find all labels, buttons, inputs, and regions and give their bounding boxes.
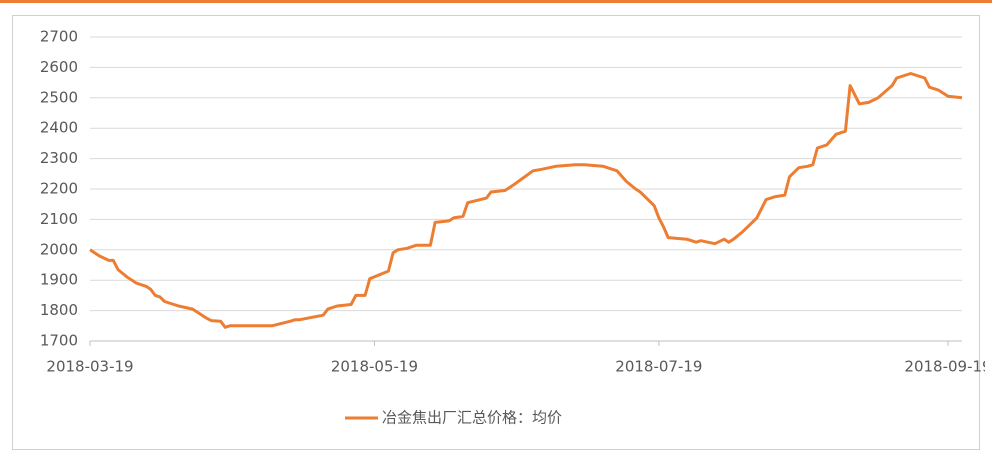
y-tick-label: 2400 bbox=[40, 119, 78, 137]
y-tick-label: 2100 bbox=[40, 210, 78, 228]
y-tick-label: 1700 bbox=[40, 332, 78, 350]
frame bbox=[12, 15, 980, 450]
legend-label: 冶金焦出厂汇总价格：均价 bbox=[382, 409, 562, 427]
y-tick-label: 1800 bbox=[40, 301, 78, 319]
y-tick-label: 2200 bbox=[40, 180, 78, 198]
y-tick-label: 2500 bbox=[40, 88, 78, 106]
y-tick-label: 2000 bbox=[40, 240, 78, 258]
top-bar bbox=[0, 0, 992, 3]
y-tick-label: 2700 bbox=[40, 28, 78, 46]
x-tick-label: 2018-07-19 bbox=[615, 358, 702, 376]
y-tick-label: 2300 bbox=[40, 149, 78, 167]
x-tick-label: 2018-03-19 bbox=[46, 358, 133, 376]
y-tick-label: 1900 bbox=[40, 271, 78, 289]
y-tick-label: 2600 bbox=[40, 58, 78, 76]
series-line bbox=[89, 72, 963, 329]
x-tick-label: 2018-09-19 bbox=[904, 358, 991, 376]
x-tick-label: 2018-05-19 bbox=[331, 358, 418, 376]
